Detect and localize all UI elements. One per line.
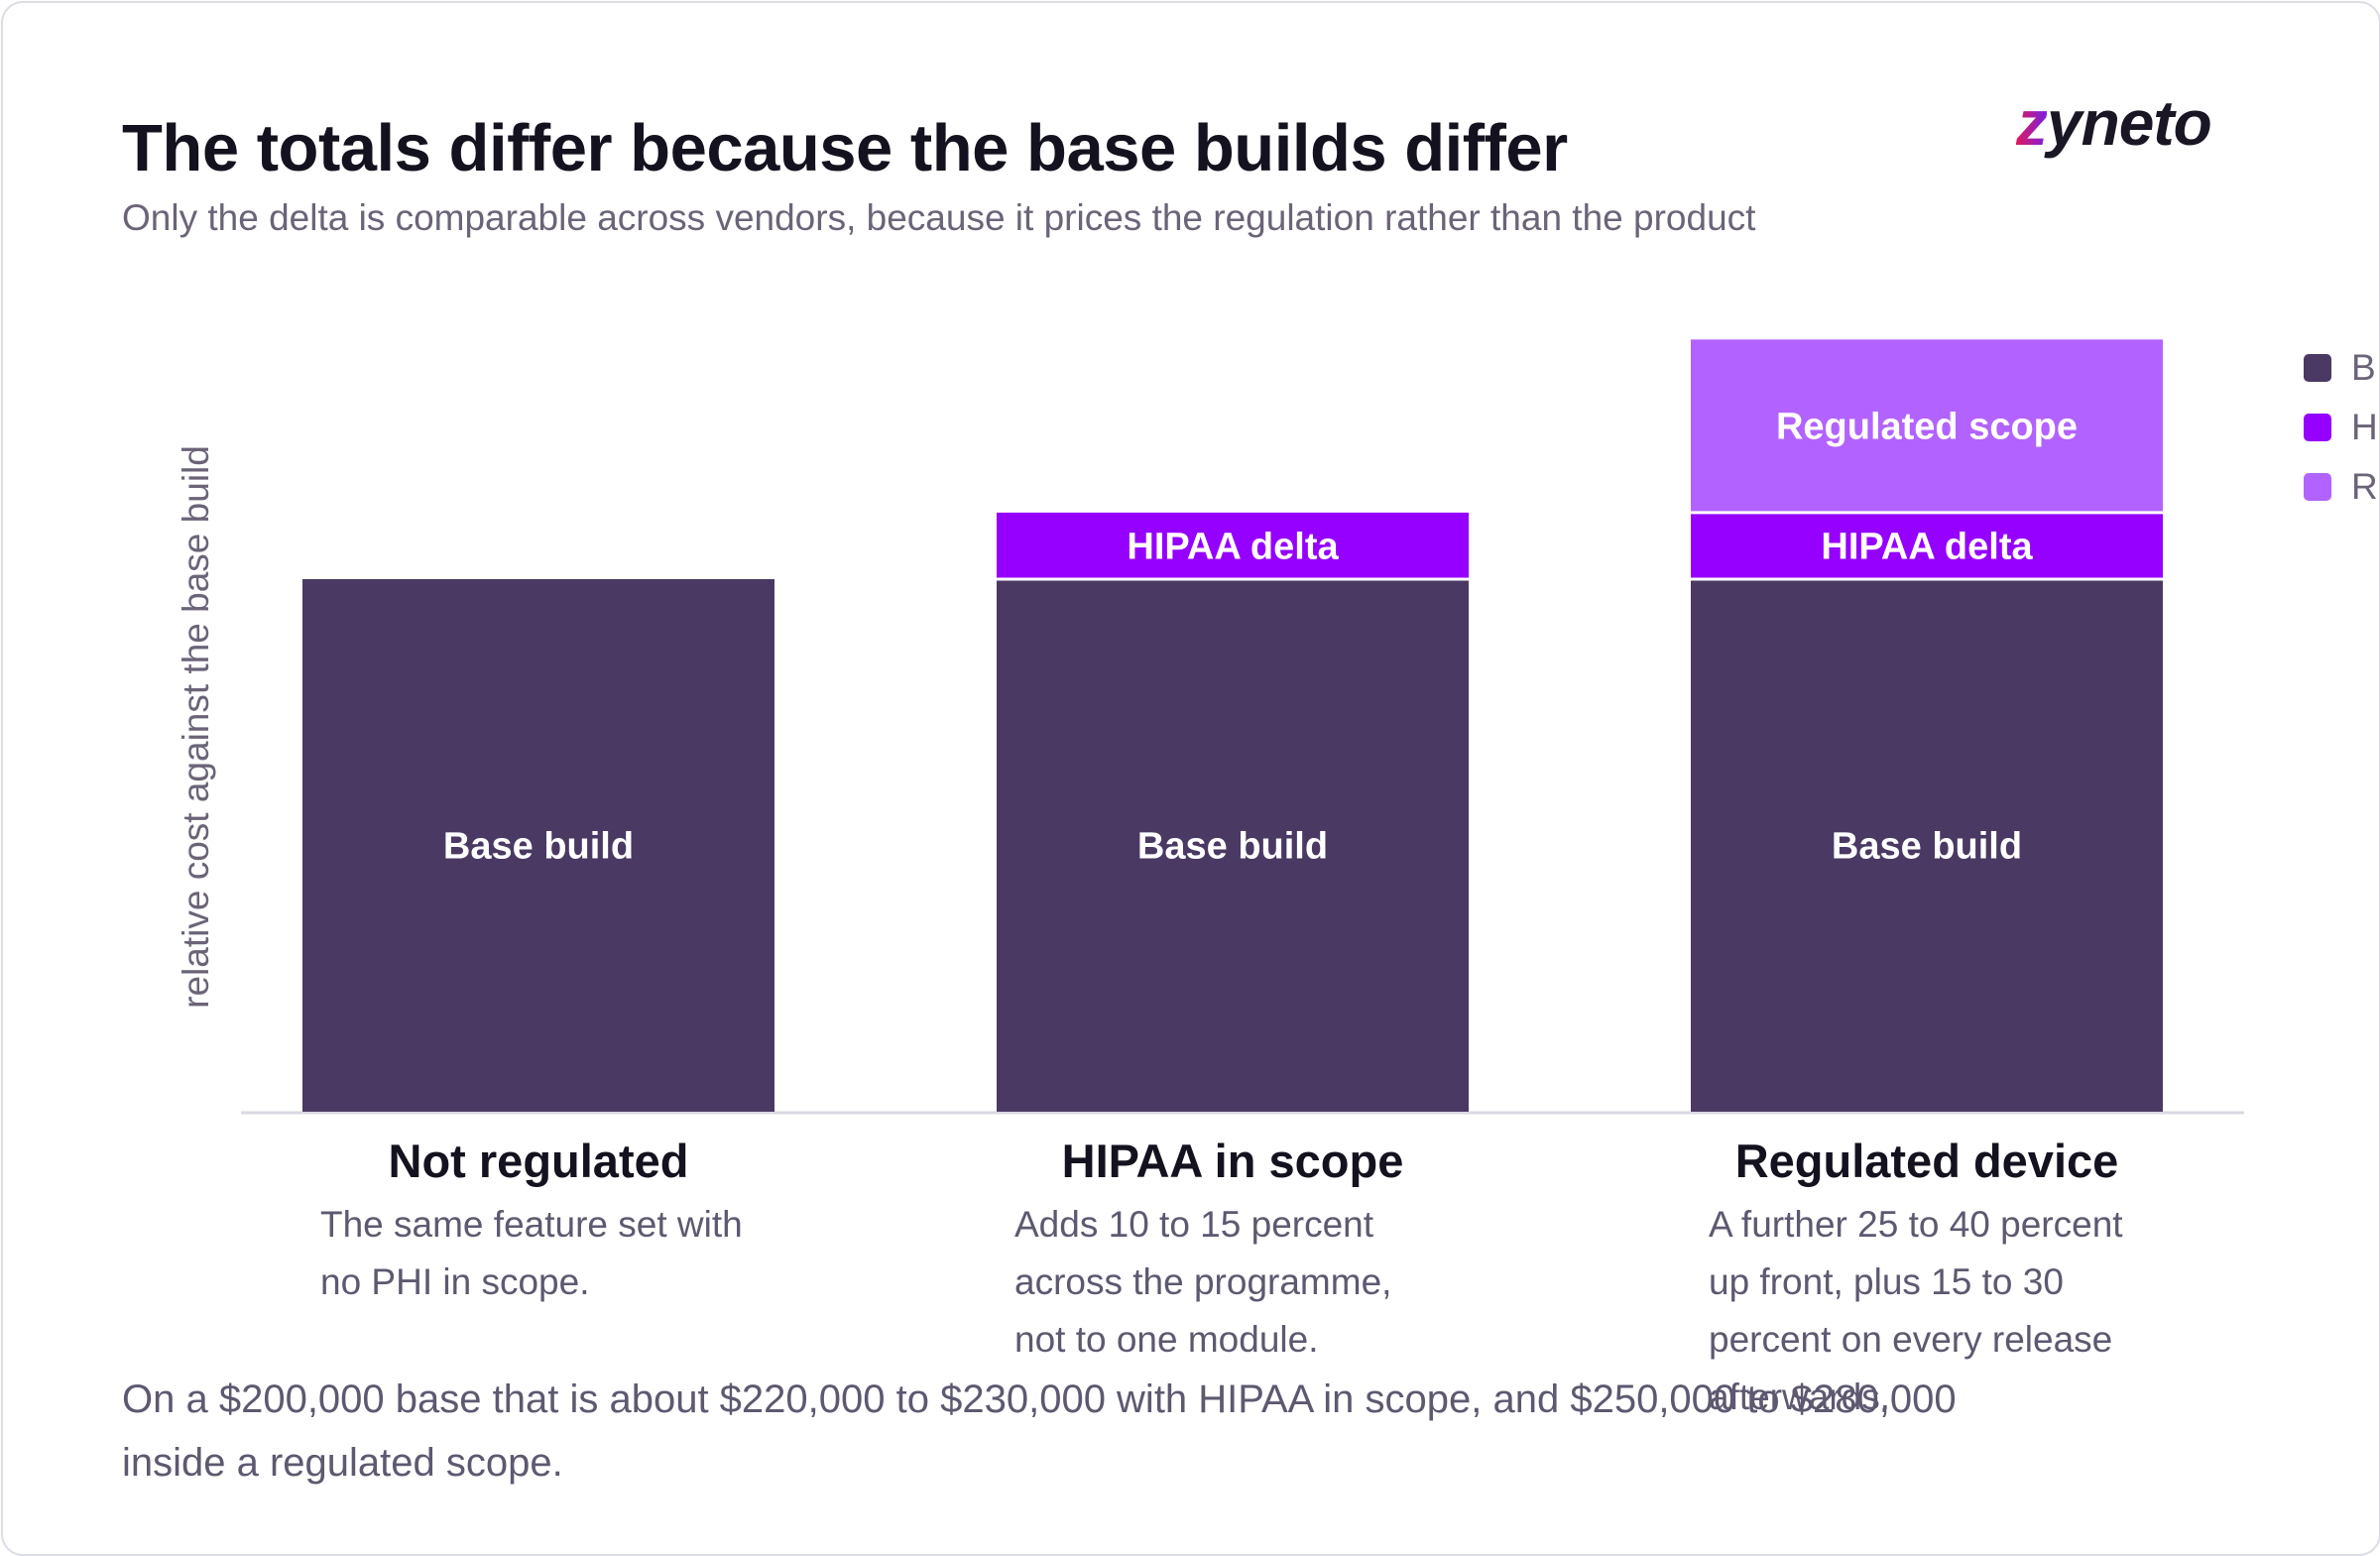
bar-label-hipaa-delta-hipaa-in-scope: HIPAA delta [1127,526,1339,567]
bar-label-base-build-regulated-device: Base build [1832,826,2022,868]
bar-base-build-hipaa-in-scope [997,579,1469,1112]
category-label: Not regulated [388,1135,689,1187]
category-label: Regulated device [1734,1135,2119,1187]
category-description: A further 25 to 40 percent up front, plu… [1709,1204,2123,1417]
category-description: The same feature set with no PHI in scop… [320,1204,743,1302]
bar-base-build-not-regulated [302,579,774,1112]
legend-label: B [2351,347,2376,388]
chart-title: The totals differ because the base build… [122,111,1568,185]
bar-chart: Base build Base build HIPAA delta Base buil… [241,339,2244,1115]
footnote: On a $200,000 base that is about $220,00… [122,1377,1957,1485]
category-regulated-device: Regulated device A further 25 to 40 perc… [1689,1134,2165,1426]
legend: B H R [2304,338,2378,517]
bar-base-build-regulated-device [1691,579,2163,1112]
legend-label: R [2351,466,2378,507]
legend-label: H [2351,407,2378,447]
chart-subtitle: Only the delta is comparable across vend… [122,197,1756,238]
bar-hipaa-delta-hipaa-in-scope [997,512,1469,579]
bar-label-regulated-scope-regulated-device: Regulated scope [1776,407,2078,448]
legend-item-hipaa-delta: H [2304,398,2378,457]
category-description: Adds 10 to 15 percent across the program… [1014,1204,1392,1360]
brand-logo: zyneto [2016,87,2212,159]
legend-item-regulated-scope: R [2304,457,2378,517]
bar-label-base-build-not-regulated: Base build [443,826,634,868]
legend-swatch-hipaa-delta [2304,414,2331,441]
legend-swatch-regulated-scope [2304,473,2331,501]
legend-item-base-build: B [2304,338,2378,398]
legend-swatch-base-build [2304,354,2331,382]
bar-label-hipaa-delta-regulated-device: HIPAA delta [1821,526,2033,567]
bar-regulated-scope-regulated-device [1691,339,2163,513]
bar-hipaa-delta-regulated-device [1691,512,2163,579]
bar-label-base-build-hipaa-in-scope: Base build [1137,826,1328,868]
category-hipaa-in-scope: HIPAA in scope Adds 10 to 15 percent acr… [995,1134,1471,1369]
category-label: HIPAA in scope [1061,1135,1404,1187]
category-not-regulated: Not regulated The same feature set with … [300,1134,776,1311]
